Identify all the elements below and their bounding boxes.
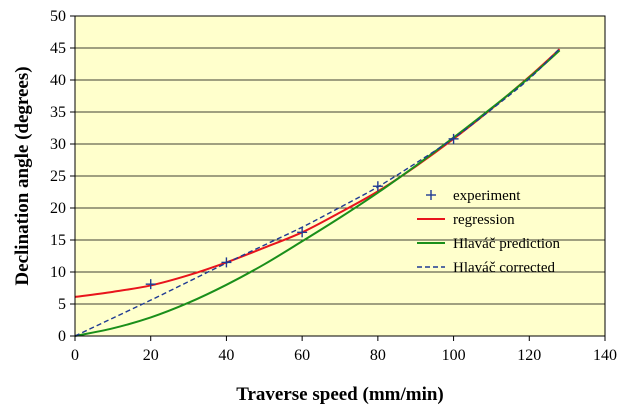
experiment-point (221, 257, 232, 268)
y-tick-label: 45 (50, 40, 66, 57)
y-tick-label: 0 (58, 328, 66, 345)
x-tick-label: 60 (294, 347, 310, 364)
experiment-point (145, 279, 156, 290)
x-tick-label: 0 (71, 347, 79, 364)
x-axis-title: Traverse speed (mm/min) (236, 384, 444, 405)
experiment-point (448, 133, 459, 144)
hlavac-prediction-line (74, 49, 561, 337)
x-tick-label: 20 (143, 347, 159, 364)
x-tick-label: 120 (517, 347, 541, 364)
experiment-point (297, 227, 308, 238)
y-tick-label: 15 (50, 232, 66, 249)
axes: 0 5 10 15 20 25 30 35 40 45 50 0 20 40 60 80 100 120 140 (50, 8, 617, 364)
y-tick-label: 20 (50, 200, 66, 217)
y-tick-label: 35 (50, 104, 66, 121)
legend-item-hlavac-prediction: Hlaváč prediction (417, 236, 561, 252)
x-tick-label: 100 (442, 347, 466, 364)
legend-item-experiment: experiment (426, 188, 521, 204)
experiment-point (372, 181, 383, 192)
y-tick-label: 50 (50, 8, 66, 25)
y-tick-label: 25 (50, 168, 66, 185)
y-tick-label: 5 (58, 296, 66, 313)
x-tick-label: 140 (593, 347, 617, 364)
y-tick-label: 30 (50, 136, 66, 153)
y-axis-title: Declination angle (degrees) (12, 66, 33, 285)
legend-label: experiment (453, 188, 521, 204)
legend: experiment regression Hlaváč prediction Hla… (417, 188, 561, 276)
legend-label: Hlaváč corrected (453, 260, 556, 276)
legend-item-regression: regression (417, 212, 515, 228)
legend-label: Hlaváč prediction (453, 236, 561, 252)
y-tick-label: 10 (50, 264, 66, 281)
x-tick-label: 80 (370, 347, 386, 364)
series-layer (74, 48, 561, 337)
legend-item-hlavac-corrected: Hlaváč corrected (417, 260, 556, 276)
y-tick-label: 40 (50, 72, 66, 89)
x-tick-label: 40 (218, 347, 234, 364)
gridlines (75, 47, 605, 305)
hlavac-corrected-line (74, 48, 561, 337)
legend-label: regression (453, 212, 515, 228)
